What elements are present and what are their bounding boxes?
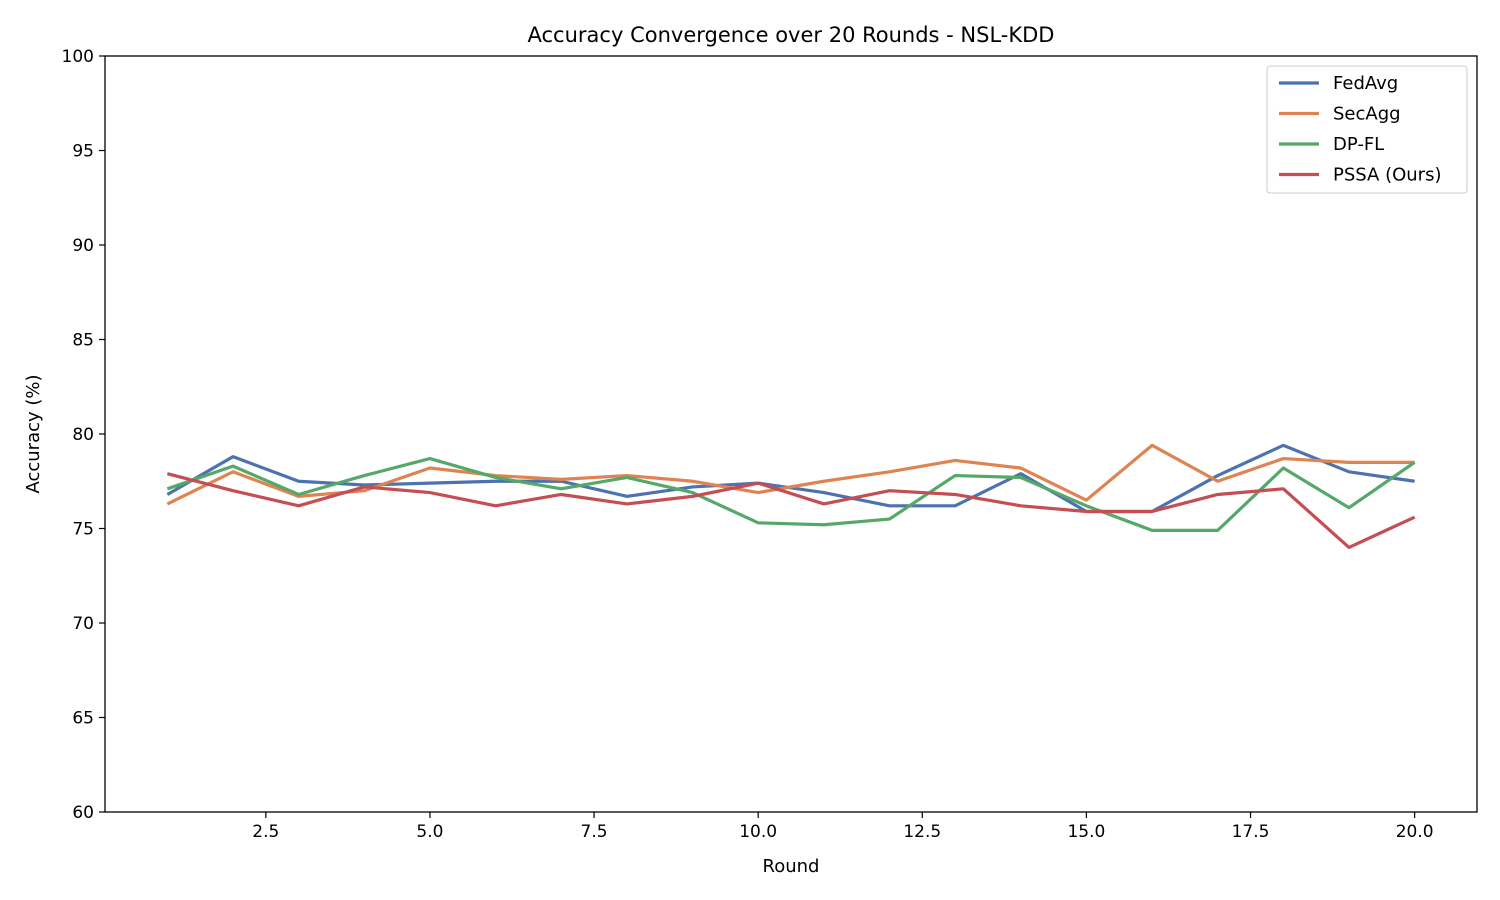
legend-label: SecAgg bbox=[1333, 104, 1401, 125]
x-tick-label: 7.5 bbox=[581, 822, 608, 842]
x-tick-label: 17.5 bbox=[1232, 822, 1270, 842]
x-tick-label: 12.5 bbox=[903, 822, 941, 842]
legend-label: DP-FL bbox=[1333, 134, 1384, 155]
y-tick-label: 75 bbox=[72, 520, 94, 540]
x-axis-label: Round bbox=[763, 856, 820, 877]
y-tick-label: 85 bbox=[72, 331, 94, 351]
legend-box bbox=[1266, 65, 1468, 194]
x-tick-label: 2.5 bbox=[252, 822, 279, 842]
y-axis-label: Accuracy (%) bbox=[23, 374, 44, 493]
x-tick-label: 10.0 bbox=[739, 822, 777, 842]
legend-label: FedAvg bbox=[1333, 73, 1398, 94]
y-tick-label: 65 bbox=[72, 709, 94, 729]
y-tick-label: 100 bbox=[62, 47, 94, 67]
x-tick-label: 5.0 bbox=[416, 822, 443, 842]
y-tick-label: 90 bbox=[72, 236, 94, 256]
series-line-pssa-ours bbox=[166, 472, 1416, 550]
legend-label: PSSA (Ours) bbox=[1333, 165, 1441, 186]
y-tick-label: 60 bbox=[72, 803, 94, 823]
chart-title: Accuracy Convergence over 20 Rounds - NS… bbox=[528, 23, 1055, 47]
x-tick-label: 15.0 bbox=[1067, 822, 1105, 842]
x-tick-label: 20.0 bbox=[1396, 822, 1434, 842]
y-tick-label: 95 bbox=[72, 142, 94, 162]
series-line-dp-fl bbox=[166, 456, 1416, 532]
y-tick-label: 80 bbox=[72, 425, 94, 445]
y-tick-label: 70 bbox=[72, 614, 94, 634]
legend: FedAvg SecAgg DP-FL PSSA (Ours) bbox=[1266, 65, 1468, 194]
